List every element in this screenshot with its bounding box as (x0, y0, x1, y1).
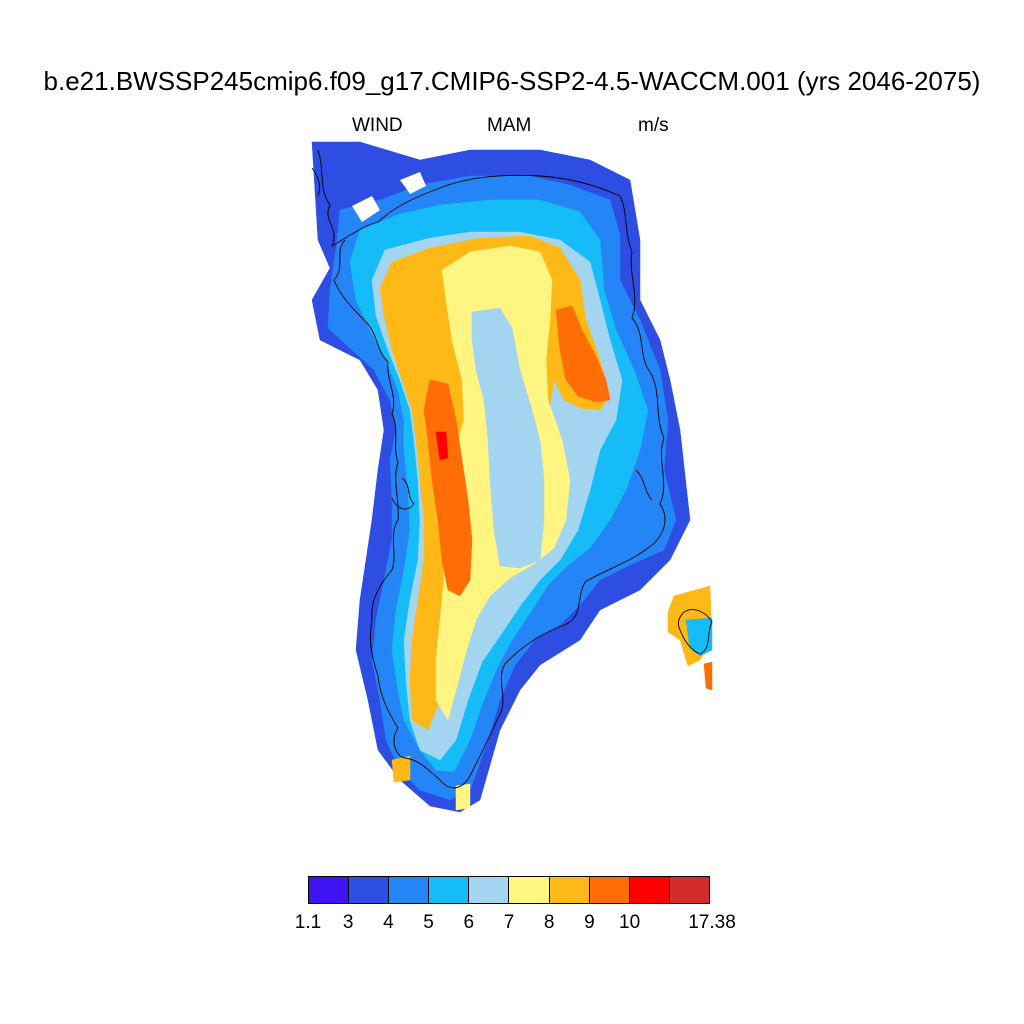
wind-region-level-8 (435, 431, 449, 461)
ellesmere-coast (311, 167, 321, 197)
units-label: m/s (638, 115, 669, 136)
colorbar-tick-label: 6 (463, 912, 475, 933)
colorbar-swatch (669, 877, 709, 903)
east-fjord-coast (635, 469, 653, 501)
wind-region-level-7 (703, 661, 713, 691)
colorbar-swatch (589, 877, 630, 903)
wind-region-level-6 (391, 755, 411, 783)
missing-data-gap (352, 196, 380, 222)
colorbar-swatch (349, 877, 390, 903)
colorbar-tick-label: 5 (423, 912, 434, 933)
colorbar (308, 876, 710, 904)
west-fjord-coast (391, 477, 415, 510)
colorbar-tick-label: 3 (342, 912, 354, 933)
colorbar-swatch (629, 877, 670, 903)
wind-region-level-3 (685, 617, 713, 657)
plot-title: b.e21.BWSSP245cmip6.f09_g17.CMIP6-SSP2-4… (43, 66, 981, 96)
colorbar-swatch (389, 877, 430, 903)
colorbar-tick-label: 8 (543, 912, 555, 933)
colorbar-swatch (549, 877, 590, 903)
variable-label: WIND (352, 115, 403, 136)
colorbar-tick-label: 9 (584, 912, 595, 933)
colorbar-tick-label: 7 (503, 912, 515, 933)
colorbar-tick-label: 17.38 (688, 912, 736, 933)
wind-region-level-5 (455, 783, 471, 811)
iceland-coast (677, 609, 713, 655)
colorbar-swatch (469, 877, 510, 903)
wind-region-level-7 (423, 379, 473, 597)
wind-region-level-4 (471, 307, 545, 569)
greenland-coast (317, 149, 666, 789)
colorbar-swatch (509, 877, 550, 903)
greenland-coastline (311, 149, 713, 789)
missing-data-gap (400, 172, 426, 194)
colorbar-swatch (309, 877, 350, 903)
wind-region-level-7 (555, 305, 611, 403)
colorbar-tick-label: 1.1 (294, 912, 322, 933)
colorbar-tick-label: 10 (619, 912, 641, 933)
colorbar-tick-label: 4 (383, 912, 394, 933)
season-label: MAM (487, 115, 532, 136)
colorbar-swatch (429, 877, 470, 903)
